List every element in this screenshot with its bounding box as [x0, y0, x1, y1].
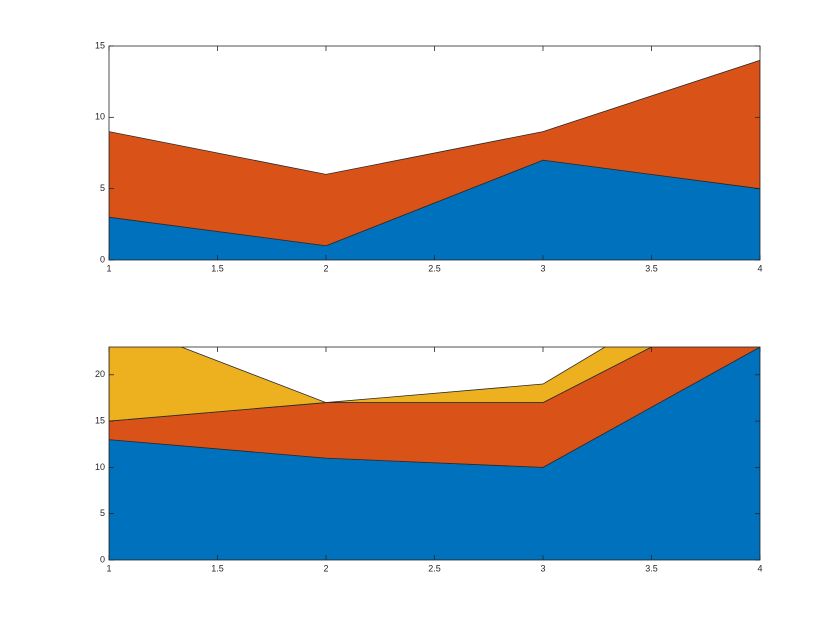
- y-tick-label: 0: [100, 554, 105, 564]
- y-tick-label: 10: [95, 462, 105, 472]
- area: [109, 347, 653, 422]
- x-tick-label: 1.5: [211, 563, 224, 573]
- y-tick-label: 15: [95, 40, 105, 50]
- plot-area: [109, 59, 760, 260]
- x-tick-label: 3.5: [645, 263, 658, 273]
- x-tick-label: 3.5: [645, 563, 658, 573]
- x-tick-label: 2: [323, 563, 328, 573]
- x-tick-label: 1.5: [211, 263, 224, 273]
- y-tick-label: 10: [95, 112, 105, 122]
- x-tick-label: 2.5: [428, 263, 441, 273]
- y-tick-label: 0: [100, 254, 105, 264]
- y-tick-label: 20: [95, 369, 105, 379]
- x-tick-label: 4: [757, 263, 762, 273]
- x-tick-label: 1: [106, 263, 111, 273]
- x-tick-label: 2.5: [428, 563, 441, 573]
- x-tick-label: 1: [106, 563, 111, 573]
- x-tick-label: 2: [323, 263, 328, 273]
- area: [109, 59, 760, 247]
- y-tick-label: 15: [95, 415, 105, 425]
- y-tick-label: 5: [100, 183, 105, 193]
- y-tick-label: 5: [100, 508, 105, 518]
- x-tick-label: 3: [540, 563, 545, 573]
- plot-area: [109, 347, 760, 560]
- x-tick-label: 3: [540, 263, 545, 273]
- x-tick-label: 4: [757, 563, 762, 573]
